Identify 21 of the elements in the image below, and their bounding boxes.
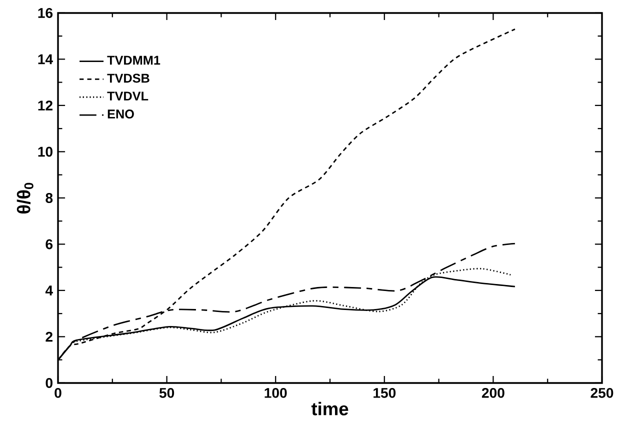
legend-label: TVDMM1	[107, 56, 160, 65]
y-tick-label: 14	[38, 54, 53, 64]
legend-label: TVDSB	[107, 74, 150, 83]
y-tick-label: 10	[38, 146, 52, 157]
x-tick-label: 0	[54, 388, 62, 398]
x-tick-label: 150	[374, 388, 396, 398]
x-tick-label: 250	[590, 388, 614, 398]
y-tick-label: 16	[38, 8, 53, 18]
y-tick-label: 8	[46, 193, 53, 203]
x-tick-label: 50	[159, 388, 174, 398]
y-tick-label: 6	[46, 239, 53, 250]
y-tick-label: 12	[38, 100, 52, 110]
x-tick-label: 200	[482, 388, 504, 398]
legend-label: TVDVL	[107, 92, 148, 100]
y-tick-label: 0	[46, 378, 52, 388]
y-axis-title: θ/θ$_{0}$	[16, 182, 34, 214]
y-tick-label: 4	[45, 286, 53, 296]
x-tick-label: 100	[264, 388, 287, 398]
x-axis-title: time	[311, 402, 348, 416]
legend-label: ENO	[108, 110, 134, 119]
y-tick-label: 2	[46, 332, 52, 342]
